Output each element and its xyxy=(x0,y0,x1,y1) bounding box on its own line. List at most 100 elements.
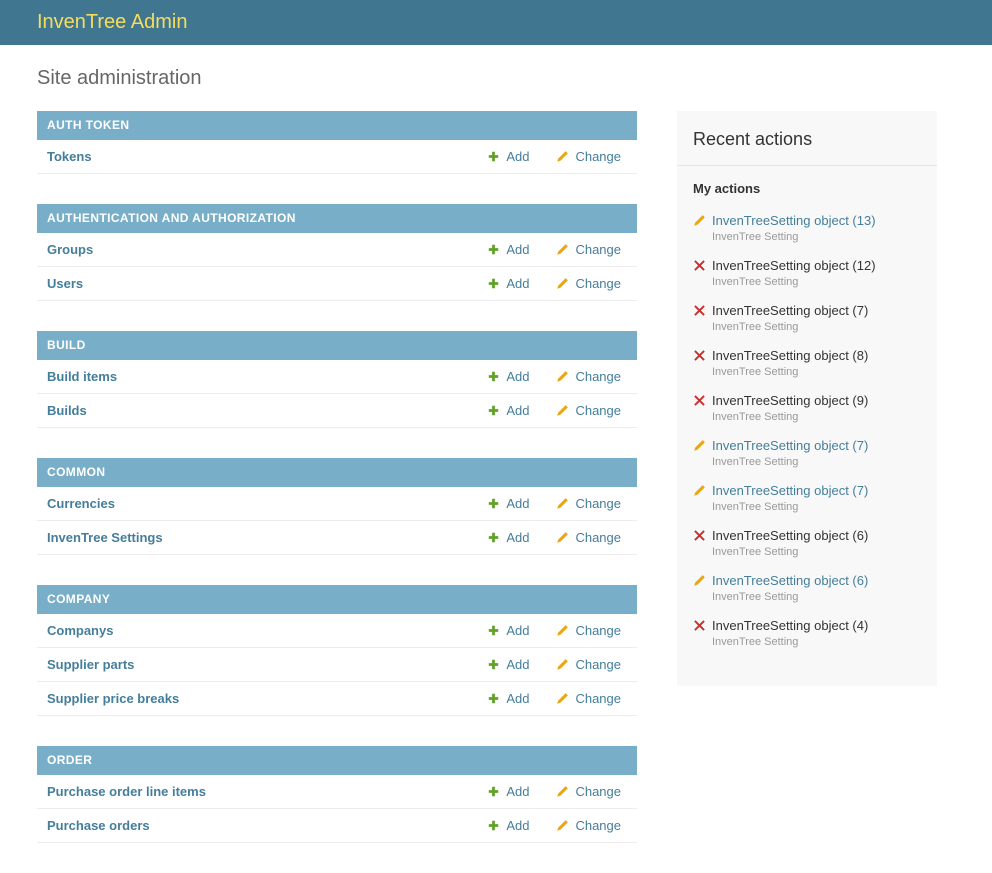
model-link-users[interactable]: Users xyxy=(47,276,84,291)
app-header: InvenTree Admin xyxy=(0,0,992,45)
module-company: COMPANY Companys Add Change Supplier par… xyxy=(37,585,637,716)
change-link[interactable]: Change xyxy=(556,242,621,257)
model-link-build-items[interactable]: Build items xyxy=(47,369,118,384)
add-link[interactable]: Add xyxy=(487,784,529,799)
change-link[interactable]: Change xyxy=(556,657,621,672)
pencil-icon xyxy=(557,625,569,636)
model-row: Groups Add Change xyxy=(37,233,637,267)
module-caption[interactable]: AUTHENTICATION AND AUTHORIZATION xyxy=(37,204,637,233)
model-row: Currencies Add Change xyxy=(37,487,637,521)
add-link[interactable]: Add xyxy=(487,691,529,706)
plus-icon xyxy=(489,625,499,636)
recent-action-link[interactable]: InvenTreeSetting object (7) xyxy=(712,483,869,498)
module-caption[interactable]: COMPANY xyxy=(37,585,637,614)
add-link[interactable]: Add xyxy=(487,276,529,291)
change-label: Change xyxy=(575,623,621,638)
change-label: Change xyxy=(575,149,621,164)
add-link[interactable]: Add xyxy=(487,818,529,833)
change-link[interactable]: Change xyxy=(556,530,621,545)
pencil-icon xyxy=(557,693,569,704)
change-label: Change xyxy=(575,369,621,384)
model-row: Users Add Change xyxy=(37,267,637,301)
add-link[interactable]: Add xyxy=(487,496,529,511)
pencil-icon xyxy=(694,440,705,451)
plus-icon xyxy=(489,371,499,382)
module-caption[interactable]: BUILD xyxy=(37,331,637,360)
change-label: Change xyxy=(575,496,621,511)
pencil-icon xyxy=(557,820,569,831)
model-link-builds[interactable]: Builds xyxy=(47,403,87,418)
add-label: Add xyxy=(506,784,530,799)
model-row: InvenTree Settings Add Change xyxy=(37,521,637,555)
app-title-link[interactable]: InvenTree Admin xyxy=(37,11,188,33)
delete-icon xyxy=(694,305,705,316)
model-row: Build items Add Change xyxy=(37,360,637,394)
add-label: Add xyxy=(506,691,530,706)
recent-action-label: InvenTreeSetting object (7) xyxy=(712,303,869,318)
change-link[interactable]: Change xyxy=(556,623,621,638)
add-link[interactable]: Add xyxy=(487,530,529,545)
recent-action-type: InvenTree Setting xyxy=(712,366,799,378)
pencil-icon xyxy=(557,498,569,509)
pencil-icon xyxy=(557,278,569,289)
recent-action-type: InvenTree Setting xyxy=(712,276,799,288)
module-auth-token: AUTH TOKEN Tokens Add Change xyxy=(37,111,637,174)
model-link-groups[interactable]: Groups xyxy=(47,242,94,257)
change-label: Change xyxy=(575,784,621,799)
pencil-icon xyxy=(557,659,569,670)
module-caption[interactable]: COMMON xyxy=(37,458,637,487)
recent-action-link[interactable]: InvenTreeSetting object (6) xyxy=(712,573,869,588)
pencil-icon xyxy=(557,405,569,416)
pencil-icon xyxy=(557,244,569,255)
change-link[interactable]: Change xyxy=(556,276,621,291)
change-link[interactable]: Change xyxy=(556,691,621,706)
model-link-supplier-parts[interactable]: Supplier parts xyxy=(47,657,135,672)
my-actions-heading: My actions xyxy=(693,181,761,196)
model-link-inventree-settings[interactable]: InvenTree Settings xyxy=(47,530,163,545)
model-link-purchase-order-line-items[interactable]: Purchase order line items xyxy=(47,784,206,799)
change-link[interactable]: Change xyxy=(556,403,621,418)
change-link[interactable]: Change xyxy=(556,818,621,833)
add-link[interactable]: Add xyxy=(487,623,529,638)
change-link[interactable]: Change xyxy=(556,149,621,164)
recent-action-item: InvenTreeSetting object (13) InvenTree S… xyxy=(693,212,921,244)
recent-actions-header: Recent actions xyxy=(677,111,937,166)
plus-icon xyxy=(489,278,499,289)
add-link[interactable]: Add xyxy=(487,242,529,257)
recent-action-label: InvenTreeSetting object (8) xyxy=(712,348,869,363)
add-label: Add xyxy=(506,242,530,257)
add-label: Add xyxy=(506,496,530,511)
model-link-purchase-orders[interactable]: Purchase orders xyxy=(47,818,150,833)
recent-action-item: InvenTreeSetting object (8) InvenTree Se… xyxy=(693,347,921,379)
model-row: Supplier parts Add Change xyxy=(37,648,637,682)
model-row: Tokens Add Change xyxy=(37,140,637,174)
module-caption[interactable]: ORDER xyxy=(37,746,637,775)
model-link-tokens[interactable]: Tokens xyxy=(47,149,92,164)
model-link-companys[interactable]: Companys xyxy=(47,623,114,638)
add-label: Add xyxy=(506,276,530,291)
recent-actions-title: Recent actions xyxy=(693,129,813,149)
module-caption[interactable]: AUTH TOKEN xyxy=(37,111,637,140)
add-link[interactable]: Add xyxy=(487,403,529,418)
add-link[interactable]: Add xyxy=(487,149,529,164)
pencil-icon xyxy=(694,575,705,586)
change-label: Change xyxy=(575,657,621,672)
recent-action-link[interactable]: InvenTreeSetting object (13) xyxy=(712,213,876,228)
plus-icon xyxy=(489,405,499,416)
recent-action-link[interactable]: InvenTreeSetting object (7) xyxy=(712,438,869,453)
add-link[interactable]: Add xyxy=(487,369,529,384)
plus-icon xyxy=(489,693,499,704)
change-label: Change xyxy=(575,691,621,706)
change-link[interactable]: Change xyxy=(556,369,621,384)
recent-action-item: InvenTreeSetting object (7) InvenTree Se… xyxy=(693,302,921,334)
model-link-supplier-price-breaks[interactable]: Supplier price breaks xyxy=(47,691,180,706)
recent-action-label: InvenTreeSetting object (4) xyxy=(712,618,869,633)
add-link[interactable]: Add xyxy=(487,657,529,672)
page-title: Site administration xyxy=(37,67,202,89)
delete-icon xyxy=(694,260,705,271)
change-link[interactable]: Change xyxy=(556,784,621,799)
content-area: AUTH TOKEN Tokens Add Change AUTHENTICAT… xyxy=(37,111,955,873)
model-link-currencies[interactable]: Currencies xyxy=(47,496,115,511)
change-link[interactable]: Change xyxy=(556,496,621,511)
recent-action-item: InvenTreeSetting object (6) InvenTree Se… xyxy=(693,527,921,559)
